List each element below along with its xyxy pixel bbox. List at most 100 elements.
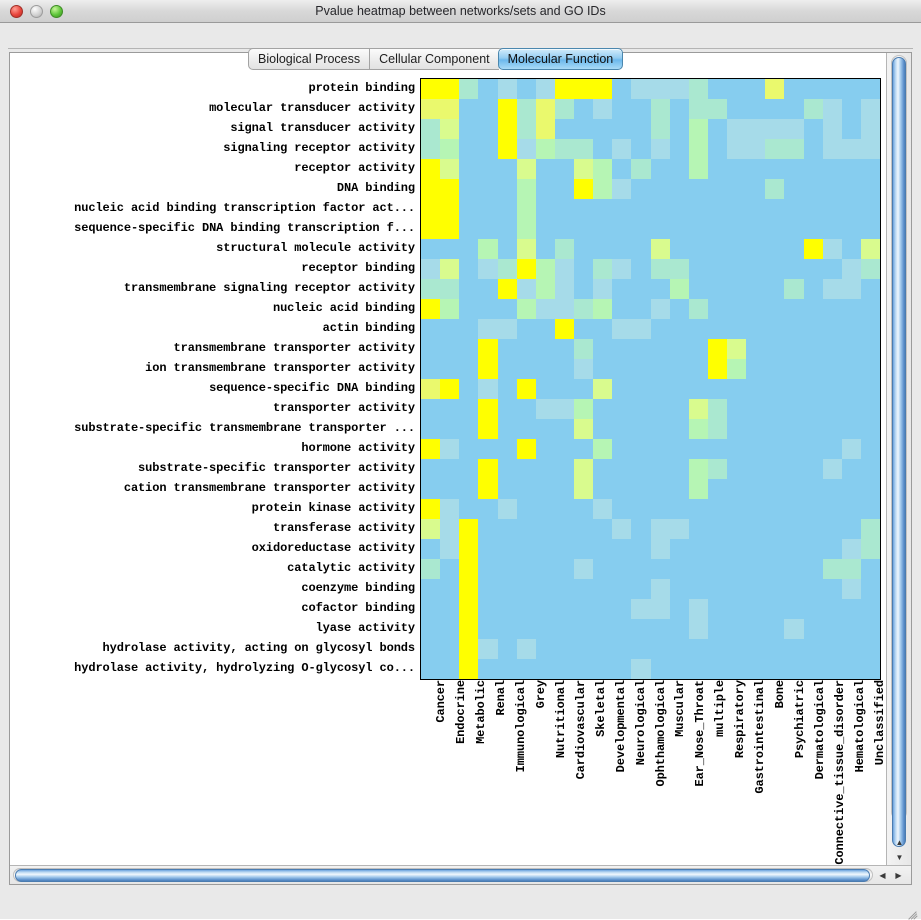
heatmap-cell[interactable] (860, 259, 880, 279)
heatmap-cell[interactable] (727, 279, 747, 299)
heatmap-cell[interactable] (727, 639, 747, 659)
heatmap-cell[interactable] (440, 599, 460, 619)
heatmap-cell[interactable] (727, 179, 747, 199)
heatmap-cell[interactable] (574, 599, 594, 619)
heatmap-cell[interactable] (421, 559, 441, 579)
heatmap-cell[interactable] (650, 79, 670, 99)
heatmap-cell[interactable] (746, 279, 766, 299)
heatmap-cell[interactable] (688, 439, 708, 459)
heatmap-cell[interactable] (421, 79, 441, 99)
heatmap-cell[interactable] (860, 539, 880, 559)
heatmap-cell[interactable] (631, 279, 651, 299)
heatmap-cell[interactable] (841, 619, 861, 639)
heatmap-cell[interactable] (554, 599, 574, 619)
heatmap-cell[interactable] (440, 559, 460, 579)
heatmap-cell[interactable] (574, 379, 594, 399)
heatmap-cell[interactable] (765, 299, 785, 319)
heatmap-cell[interactable] (497, 99, 517, 119)
minimize-button[interactable] (30, 5, 43, 18)
heatmap-cell[interactable] (860, 299, 880, 319)
heatmap-cell[interactable] (478, 199, 498, 219)
heatmap-cell[interactable] (593, 119, 613, 139)
heatmap-cell[interactable] (688, 179, 708, 199)
heatmap-cell[interactable] (784, 459, 804, 479)
heatmap-cell[interactable] (727, 579, 747, 599)
heatmap-cell[interactable] (803, 279, 823, 299)
heatmap-cell[interactable] (669, 559, 689, 579)
heatmap-cell[interactable] (478, 579, 498, 599)
heatmap-cell[interactable] (593, 519, 613, 539)
heatmap-cell[interactable] (746, 139, 766, 159)
heatmap-cell[interactable] (803, 539, 823, 559)
heatmap-cell[interactable] (784, 619, 804, 639)
heatmap-cell[interactable] (650, 519, 670, 539)
heatmap-cell[interactable] (765, 619, 785, 639)
heatmap-cell[interactable] (746, 239, 766, 259)
heatmap-cell[interactable] (421, 179, 441, 199)
heatmap-cell[interactable] (535, 299, 555, 319)
heatmap-cell[interactable] (478, 139, 498, 159)
heatmap-cell[interactable] (688, 139, 708, 159)
heatmap-cell[interactable] (478, 259, 498, 279)
heatmap-cell[interactable] (459, 339, 479, 359)
heatmap-cell[interactable] (727, 299, 747, 319)
heatmap-cell[interactable] (478, 339, 498, 359)
heatmap-cell[interactable] (860, 379, 880, 399)
resize-grip[interactable] (905, 904, 919, 920)
heatmap-cell[interactable] (707, 219, 727, 239)
heatmap-cell[interactable] (727, 259, 747, 279)
heatmap-cell[interactable] (478, 279, 498, 299)
heatmap-cell[interactable] (765, 159, 785, 179)
heatmap-cell[interactable] (860, 319, 880, 339)
heatmap-cell[interactable] (612, 159, 632, 179)
heatmap-cell[interactable] (478, 399, 498, 419)
heatmap-cell[interactable] (593, 579, 613, 599)
heatmap-cell[interactable] (727, 519, 747, 539)
heatmap-cell[interactable] (459, 99, 479, 119)
heatmap-cell[interactable] (860, 639, 880, 659)
heatmap-cell[interactable] (707, 319, 727, 339)
heatmap-cell[interactable] (765, 379, 785, 399)
heatmap-cell[interactable] (822, 619, 842, 639)
heatmap-cell[interactable] (803, 159, 823, 179)
heatmap-cell[interactable] (765, 659, 785, 679)
heatmap-cell[interactable] (688, 379, 708, 399)
heatmap-cell[interactable] (459, 299, 479, 319)
heatmap-cell[interactable] (631, 219, 651, 239)
heatmap-cell[interactable] (478, 439, 498, 459)
heatmap-cell[interactable] (574, 499, 594, 519)
heatmap-cell[interactable] (497, 639, 517, 659)
heatmap-cell[interactable] (822, 119, 842, 139)
heatmap-cell[interactable] (631, 179, 651, 199)
heatmap-cell[interactable] (612, 79, 632, 99)
heatmap-cell[interactable] (421, 319, 441, 339)
heatmap-cell[interactable] (841, 159, 861, 179)
heatmap-cell[interactable] (669, 339, 689, 359)
heatmap-cell[interactable] (593, 599, 613, 619)
heatmap-cell[interactable] (707, 199, 727, 219)
heatmap-cell[interactable] (688, 579, 708, 599)
heatmap-cell[interactable] (535, 519, 555, 539)
heatmap-cell[interactable] (650, 399, 670, 419)
heatmap-cell[interactable] (516, 559, 536, 579)
heatmap-cell[interactable] (669, 579, 689, 599)
heatmap-cell[interactable] (688, 199, 708, 219)
heatmap-cell[interactable] (612, 539, 632, 559)
heatmap-cell[interactable] (650, 299, 670, 319)
heatmap-cell[interactable] (440, 419, 460, 439)
heatmap-cell[interactable] (535, 619, 555, 639)
heatmap-cell[interactable] (554, 399, 574, 419)
heatmap-cell[interactable] (497, 359, 517, 379)
heatmap-cell[interactable] (574, 119, 594, 139)
heatmap-cell[interactable] (727, 339, 747, 359)
heatmap-cell[interactable] (707, 559, 727, 579)
heatmap-cell[interactable] (497, 299, 517, 319)
scroll-up-icon[interactable]: ▲ (895, 838, 904, 847)
heatmap-cell[interactable] (478, 639, 498, 659)
heatmap-cell[interactable] (669, 639, 689, 659)
heatmap-cell[interactable] (707, 639, 727, 659)
heatmap-cell[interactable] (459, 519, 479, 539)
heatmap-cell[interactable] (688, 399, 708, 419)
heatmap-cell[interactable] (421, 539, 441, 559)
heatmap-cell[interactable] (841, 439, 861, 459)
